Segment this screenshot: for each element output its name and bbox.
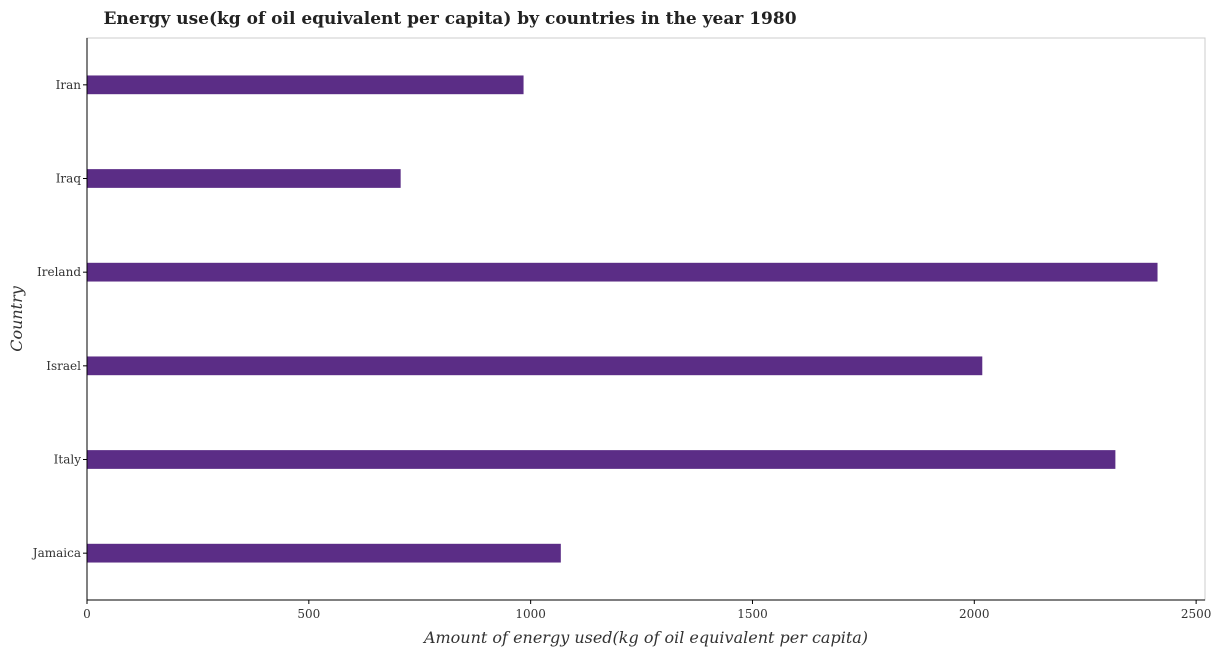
bar-iran (87, 75, 524, 95)
x-tick-group: 0 500 1000 1500 2000 2500 (83, 600, 1211, 621)
bar-jamaica (87, 543, 561, 563)
bar-ireland (87, 262, 1158, 282)
bar-israel (87, 356, 983, 376)
x-tick-label: 1000 (515, 607, 546, 621)
y-tick-label: Italy (54, 453, 82, 467)
x-tick-label: 2500 (1181, 607, 1212, 621)
y-tick-label: Ireland (37, 265, 81, 279)
plot-area (86, 37, 1206, 601)
y-tick-label: Israel (46, 359, 81, 373)
x-tick-label: 0 (83, 607, 91, 621)
bar-iraq (87, 169, 401, 188)
y-tick-label: Iraq (56, 172, 82, 186)
y-tick-group: Iran Iraq Ireland Israel Italy Jamaica (31, 78, 87, 560)
bars-group (87, 75, 1158, 563)
chart-title: Energy use(kg of oil equivalent per capi… (103, 9, 796, 29)
bar-italy (87, 450, 1116, 469)
x-tick-label: 2000 (959, 607, 990, 621)
x-tick-label: 500 (297, 607, 320, 621)
y-tick-label: Jamaica (31, 546, 81, 560)
y-tick-label: Iran (56, 78, 82, 92)
x-axis-label: Amount of energy used(kg of oil equivale… (422, 628, 868, 647)
y-axis-label: Country (7, 285, 26, 352)
x-tick-label: 1500 (737, 607, 768, 621)
